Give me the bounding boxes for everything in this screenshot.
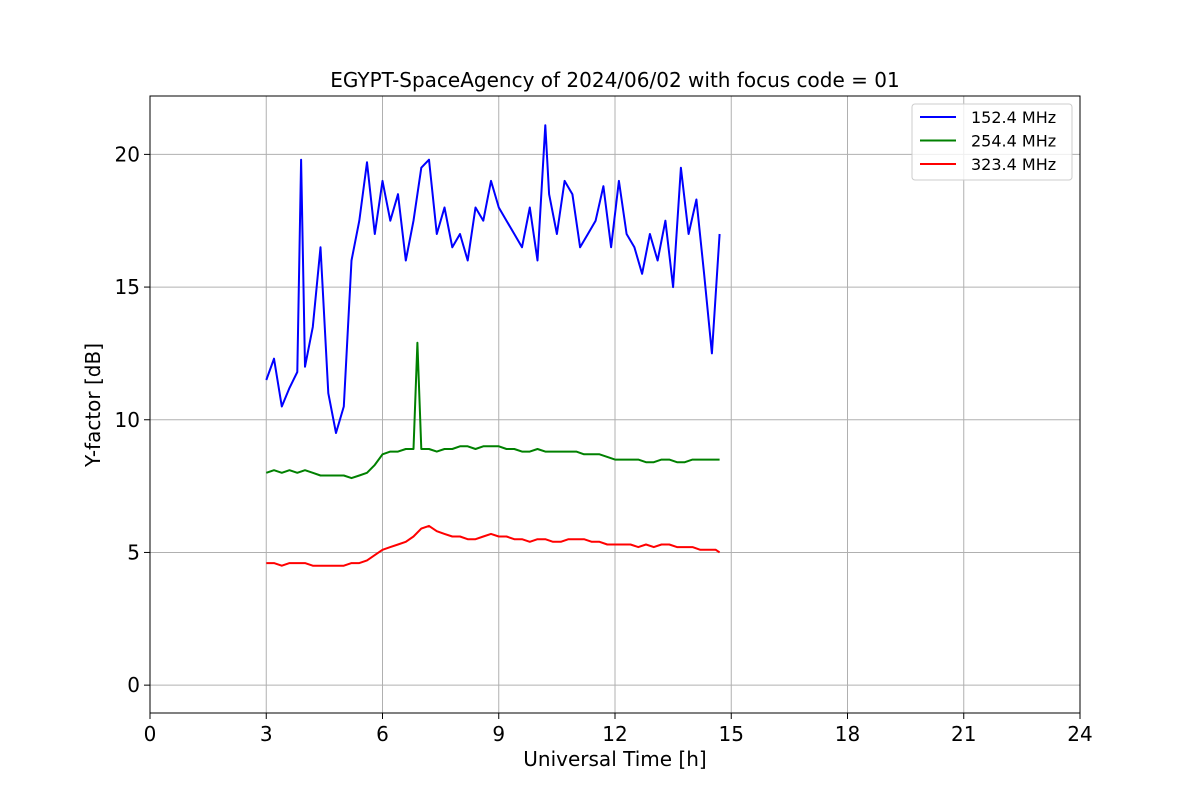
y-tick-label: 10 xyxy=(115,408,140,432)
x-axis-label: Universal Time [h] xyxy=(523,747,706,771)
y-axis-label: Y-factor [dB] xyxy=(81,343,105,468)
y-tick-label: 5 xyxy=(127,540,140,564)
y-tick-label: 15 xyxy=(115,275,140,299)
legend-label: 254.4 MHz xyxy=(971,132,1056,151)
axis-ticks: 0 3 6 9 12 15 18 21 24 0 5 10 15 20 xyxy=(115,142,1093,746)
x-tick-label: 0 xyxy=(144,722,157,746)
x-tick-label: 18 xyxy=(835,722,860,746)
legend-label: 152.4 MHz xyxy=(971,108,1056,127)
series-254-4-mhz-line xyxy=(265,341,720,480)
series-lines xyxy=(265,124,721,567)
x-tick-label: 9 xyxy=(492,722,505,746)
y-tick-label: 0 xyxy=(127,673,140,697)
legend-label: 323.4 MHz xyxy=(971,155,1056,174)
x-tick-label: 24 xyxy=(1067,722,1092,746)
x-tick-label: 21 xyxy=(951,722,976,746)
chart-title: EGYPT-SpaceAgency of 2024/06/02 with foc… xyxy=(330,68,899,92)
series-323-4-mhz-line xyxy=(266,524,721,567)
y-tick-label: 20 xyxy=(115,142,140,166)
x-tick-label: 15 xyxy=(719,722,744,746)
x-tick-label: 12 xyxy=(602,722,627,746)
legend-box xyxy=(911,103,1073,181)
series-152-4-mhz-line xyxy=(265,124,721,434)
legend: 152.4 MHz 254.4 MHz 323.4 MHz xyxy=(911,103,1073,181)
x-tick-label: 3 xyxy=(260,722,273,746)
x-tick-label: 6 xyxy=(376,722,389,746)
